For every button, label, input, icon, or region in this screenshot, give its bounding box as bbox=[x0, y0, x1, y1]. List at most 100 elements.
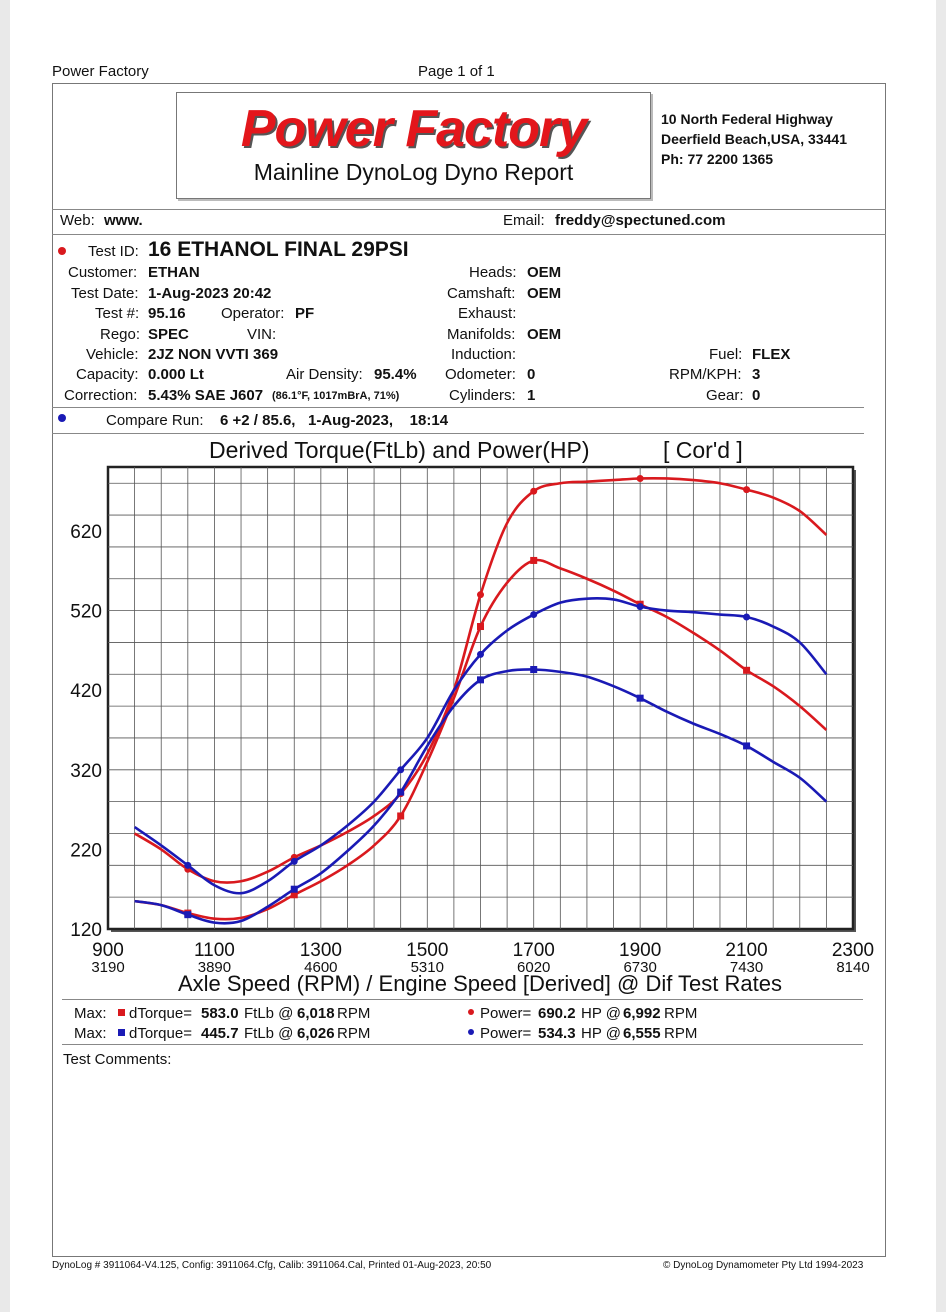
web-value: www. bbox=[104, 212, 143, 229]
data-point-blue_power bbox=[184, 861, 192, 869]
divider bbox=[52, 209, 886, 210]
compare-run-value: 6 +2 / 85.6, 1-Aug-2023, 18:14 bbox=[220, 412, 449, 429]
blue-square-marker bbox=[118, 1029, 125, 1036]
data-point-red_torque bbox=[530, 556, 538, 564]
y-tick-label: 320 bbox=[70, 761, 102, 782]
y-tick-label: 620 bbox=[70, 522, 102, 543]
y-tick-label: 220 bbox=[70, 840, 102, 861]
footer-right: © DynoLog Dynamometer Pty Ltd 1994-2023 bbox=[663, 1260, 864, 1271]
data-point-blue_power bbox=[530, 611, 538, 619]
data-point-blue_power bbox=[743, 613, 751, 621]
divider bbox=[52, 407, 864, 408]
data-point-blue_torque bbox=[184, 911, 192, 919]
rpm-kph: 3 bbox=[752, 366, 761, 383]
camshaft-label: Camshaft: bbox=[447, 285, 516, 302]
vehicle-label: Vehicle: bbox=[86, 346, 139, 363]
heads-label: Heads: bbox=[469, 264, 517, 281]
max-label: Max: bbox=[74, 1025, 107, 1042]
data-point-blue_power bbox=[636, 603, 644, 611]
red-power-label: Power= bbox=[480, 1005, 532, 1022]
data-point-red_power bbox=[477, 591, 484, 599]
page-number: Page 1 of 1 bbox=[418, 63, 495, 80]
heads: OEM bbox=[527, 264, 562, 281]
rpm-unit: RPM bbox=[337, 1005, 371, 1022]
divider bbox=[62, 1044, 863, 1045]
report-frame bbox=[52, 83, 886, 1257]
data-point-red_torque bbox=[290, 891, 298, 899]
operator: PF bbox=[295, 305, 315, 322]
blue-power-rpm: 6,555 bbox=[623, 1025, 661, 1042]
blue-torque-rpm: 6,026 bbox=[297, 1025, 335, 1042]
rego: SPEC bbox=[148, 326, 189, 343]
rpm-unit: RPM bbox=[664, 1005, 698, 1022]
red-circle-marker bbox=[468, 1009, 474, 1015]
gear-label: Gear: bbox=[706, 387, 744, 404]
test-date: 1-Aug-2023 20:42 bbox=[148, 285, 272, 302]
blue-torque-label: dTorque= bbox=[129, 1025, 192, 1042]
data-point-blue_power bbox=[290, 857, 298, 865]
customer: ETHAN bbox=[148, 264, 200, 281]
red-power-rpm: 6,992 bbox=[623, 1005, 661, 1022]
test-comments-label: Test Comments: bbox=[63, 1051, 172, 1068]
air-density-label: Air Density: bbox=[286, 366, 363, 383]
rego-label: Rego: bbox=[100, 326, 141, 343]
x-tick-label-engine: 7430 bbox=[730, 959, 763, 976]
x-tick-label: 1300 bbox=[300, 940, 342, 961]
x-tick-label: 1700 bbox=[513, 940, 555, 961]
blue-power-value: 534.3 bbox=[538, 1025, 576, 1042]
vin-label: VIN: bbox=[247, 326, 277, 343]
x-tick-label-engine: 3890 bbox=[198, 959, 231, 976]
web-label: Web: bbox=[60, 212, 95, 229]
x-tick-label: 2100 bbox=[725, 940, 767, 961]
correction: 5.43% SAE J607 bbox=[148, 387, 264, 404]
compare-run-dot bbox=[58, 414, 66, 422]
red-square-marker bbox=[118, 1009, 125, 1016]
test-id: 16 ETHANOL FINAL 29PSI bbox=[148, 238, 409, 261]
x-tick-label-engine: 8140 bbox=[836, 959, 869, 976]
address-line-1: 10 North Federal Highway bbox=[661, 111, 833, 127]
correction-label: Correction: bbox=[64, 387, 138, 404]
compare-run-label: Compare Run: bbox=[106, 412, 204, 429]
blue-circle-marker bbox=[468, 1029, 474, 1035]
gear: 0 bbox=[752, 387, 761, 404]
x-tick-label: 900 bbox=[92, 940, 124, 961]
customer-label: Customer: bbox=[68, 264, 138, 281]
x-tick-label: 2300 bbox=[832, 940, 874, 961]
rpm-kph-label: RPM/KPH: bbox=[669, 366, 742, 383]
address-line-2: Deerfield Beach,USA, 33441 bbox=[661, 131, 847, 147]
x-tick-label-engine: 6730 bbox=[623, 959, 656, 976]
data-point-red_power bbox=[636, 474, 644, 482]
air-density: 95.4% bbox=[374, 366, 417, 383]
data-point-blue_torque bbox=[290, 885, 298, 893]
cylinders: 1 bbox=[527, 387, 536, 404]
divider bbox=[62, 999, 863, 1000]
data-point-blue_torque bbox=[636, 694, 644, 702]
fuel: FLEX bbox=[752, 346, 791, 363]
red-torque-unit: FtLb @ bbox=[244, 1005, 294, 1022]
red-torque-value: 583.0 bbox=[201, 1005, 239, 1022]
company-logo: Power Factory bbox=[240, 100, 587, 158]
x-tick-label-engine: 4600 bbox=[304, 959, 337, 976]
data-point-red_torque bbox=[477, 623, 484, 631]
data-point-red_torque bbox=[397, 812, 405, 820]
capacity: 0.000 Lt bbox=[148, 366, 204, 383]
odometer-label: Odometer: bbox=[445, 366, 516, 383]
test-date-label: Test Date: bbox=[71, 285, 139, 302]
x-tick-label-engine: 6020 bbox=[517, 959, 550, 976]
manifolds: OEM bbox=[527, 326, 562, 343]
chart-correction-tag: [ Cor'd ] bbox=[663, 437, 743, 463]
x-axis-title: Axle Speed (RPM) / Engine Speed [Derived… bbox=[178, 971, 782, 996]
phone: Ph: 77 2200 1365 bbox=[661, 151, 774, 167]
y-tick-label: 520 bbox=[70, 602, 102, 623]
data-point-blue_torque bbox=[743, 742, 751, 750]
report-subtitle: Mainline DynoLog Dyno Report bbox=[253, 159, 574, 185]
data-point-blue_torque bbox=[477, 676, 484, 684]
data-point-red_torque bbox=[743, 666, 751, 674]
vehicle: 2JZ NON VVTI 369 bbox=[148, 346, 279, 363]
x-tick-label: 1100 bbox=[194, 940, 235, 961]
test-number-label: Test #: bbox=[95, 305, 140, 322]
chart-title: Derived Torque(FtLb) and Power(HP) bbox=[209, 437, 590, 463]
capacity-label: Capacity: bbox=[76, 366, 139, 383]
x-tick-label-engine: 3190 bbox=[91, 959, 124, 976]
